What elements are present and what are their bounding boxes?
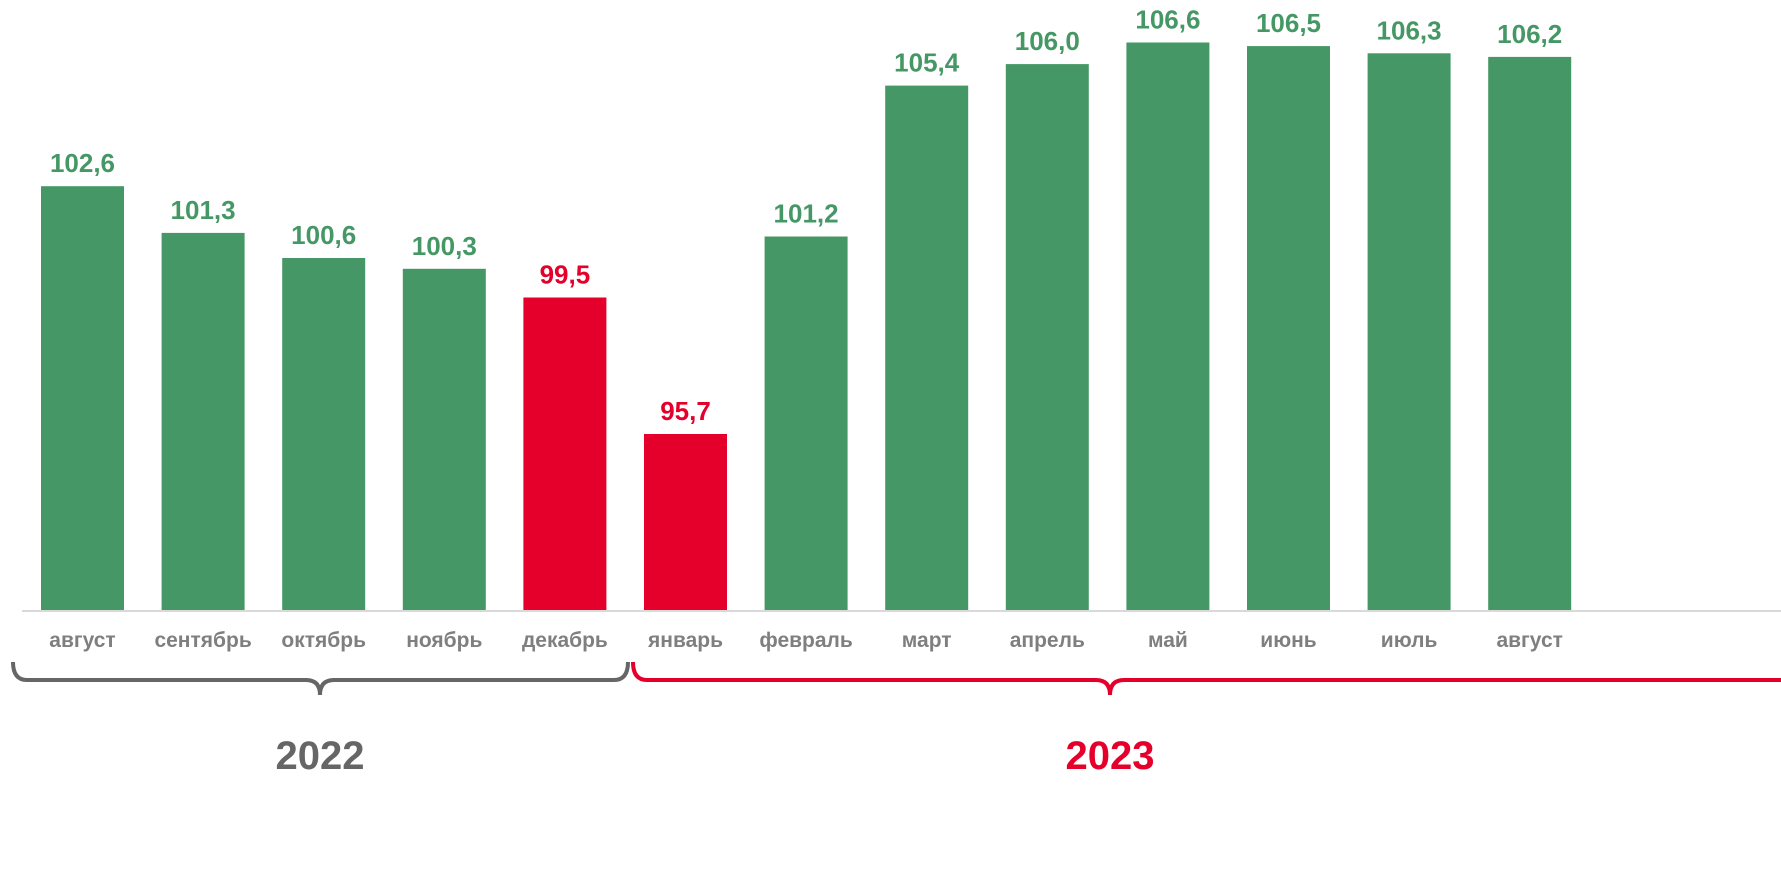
bar xyxy=(885,85,969,611)
year-brackets-layer xyxy=(11,661,1781,696)
x-tick-label: май xyxy=(1148,629,1188,652)
x-tick-label: март xyxy=(902,629,952,652)
bar-value-label: 100,6 xyxy=(291,220,356,250)
x-tick-label: февраль xyxy=(759,629,853,652)
x-tick-label: сентябрь xyxy=(154,629,251,652)
bar-value-label: 106,3 xyxy=(1377,15,1442,45)
bar xyxy=(1126,42,1210,610)
x-tick-label: июнь xyxy=(1260,629,1317,652)
bar xyxy=(1005,64,1089,611)
x-tick-label: июль xyxy=(1381,629,1438,652)
x-tick-label: декабрь xyxy=(522,629,608,652)
year-bracket xyxy=(631,661,1781,696)
bar-value-label: 101,3 xyxy=(171,195,236,225)
bar-value-label: 105,4 xyxy=(894,48,960,78)
value-labels-layer: 102,6 101,3 100,6 100,3 99,5 95,7 101,2 105,4 10… xyxy=(50,5,1562,427)
bar-value-label: 95,7 xyxy=(660,396,711,426)
x-tick-labels-layer: август сентябрь октябрь ноябрь декабрь январь… xyxy=(49,629,1563,652)
x-tick-label: октябрь xyxy=(281,629,366,652)
bar xyxy=(1488,56,1572,610)
bar-value-label: 106,2 xyxy=(1497,19,1562,49)
bar-value-label: 99,5 xyxy=(540,260,591,290)
bar xyxy=(402,268,486,610)
bars-layer xyxy=(41,42,1572,611)
bar xyxy=(644,434,727,610)
x-tick-label: январь xyxy=(647,629,723,652)
bar-value-label: 102,6 xyxy=(50,148,115,178)
bar xyxy=(1367,53,1451,611)
year-label: 2023 xyxy=(1066,734,1155,778)
bar-value-label: 100,3 xyxy=(412,231,477,261)
bar xyxy=(1247,46,1330,611)
bar-value-label: 106,6 xyxy=(1135,5,1200,35)
x-tick-label: август xyxy=(49,629,115,652)
bar xyxy=(161,232,245,610)
bar xyxy=(282,258,366,610)
bar-value-label: 101,2 xyxy=(774,199,839,229)
bar xyxy=(523,297,607,610)
x-tick-label: апрель xyxy=(1010,629,1085,652)
bar xyxy=(764,236,848,610)
bar-value-label: 106,0 xyxy=(1015,26,1080,56)
bar xyxy=(41,186,124,610)
x-tick-label: август xyxy=(1496,629,1562,652)
year-label: 2022 xyxy=(276,734,365,778)
year-labels-layer: 2022 2023 xyxy=(276,734,1155,778)
year-bracket xyxy=(11,661,630,696)
x-tick-label: ноябрь xyxy=(406,629,482,652)
bar-value-label: 106,5 xyxy=(1256,8,1321,38)
